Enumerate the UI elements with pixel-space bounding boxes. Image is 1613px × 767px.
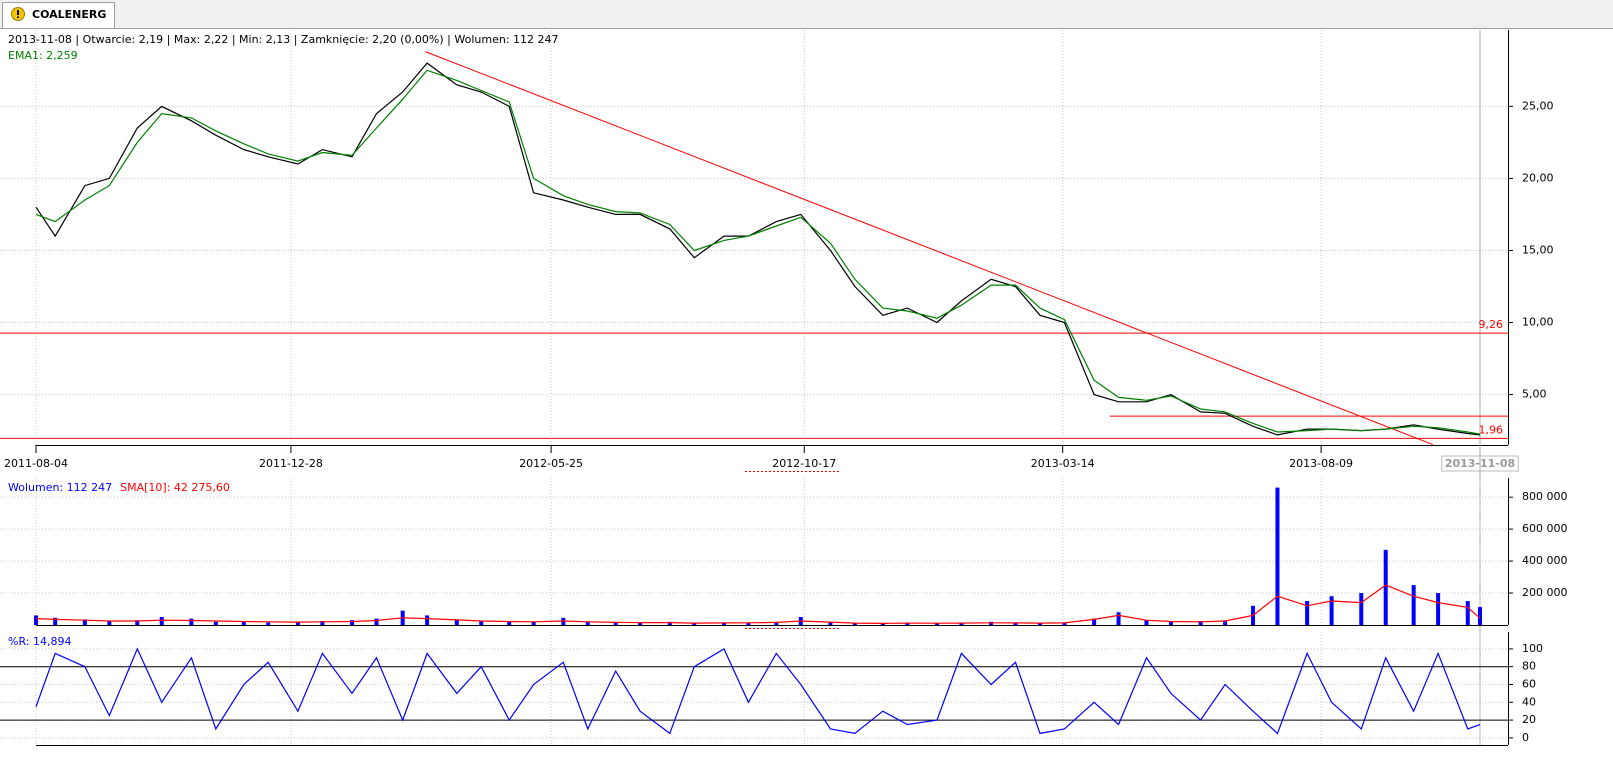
level-label: 1,96 — [1479, 423, 1504, 436]
y-tick-label: 100 — [1522, 642, 1543, 655]
volume-bar — [425, 615, 430, 625]
volume-bar — [189, 618, 194, 625]
y-tick-label: 15,00 — [1522, 243, 1554, 256]
y-tick-label: 25,00 — [1522, 99, 1554, 112]
volume-bar — [774, 621, 779, 625]
y-tick-label: 5,00 — [1522, 388, 1547, 401]
volume-bar — [959, 622, 964, 625]
y-tick-label: 80 — [1522, 660, 1536, 673]
volume-bar — [585, 621, 590, 625]
volume-bar — [213, 621, 218, 625]
volume-bar — [53, 617, 58, 625]
x-tick-label: 2011-08-04 — [4, 457, 68, 470]
y-tick-label: 800 000 — [1522, 490, 1568, 503]
volume-bar — [1168, 621, 1173, 625]
y-tick-label: 400 000 — [1522, 554, 1568, 567]
volume-bar — [295, 621, 300, 625]
volume-bar — [1305, 601, 1310, 625]
volume-bar — [613, 622, 618, 625]
volume-bar — [479, 621, 484, 625]
volume-bar — [880, 623, 885, 625]
volume-bar — [1436, 593, 1441, 625]
volume-bar — [667, 621, 672, 625]
volume-bar — [1359, 593, 1364, 625]
volume-bar — [989, 621, 994, 625]
volume-bar — [721, 622, 726, 625]
volume-bar — [507, 621, 512, 625]
volume-bar — [454, 619, 459, 625]
volume-bar — [905, 622, 910, 625]
x-tick-label: 2012-10-17 — [772, 457, 836, 470]
y-tick-label: 0 — [1522, 731, 1529, 744]
volume-bar — [638, 622, 643, 625]
volume-bar — [531, 621, 536, 625]
volume-bar — [1383, 549, 1388, 625]
volume-bar — [107, 621, 112, 625]
volume-bar — [241, 621, 246, 625]
volume-bar — [1411, 585, 1416, 625]
volume-bar — [1013, 622, 1018, 625]
volume-bar — [1223, 620, 1228, 625]
x-tick-label: 2013-03-14 — [1031, 457, 1095, 470]
volume-bar — [1198, 621, 1203, 625]
volume-bar — [34, 615, 38, 625]
volume-bar — [1275, 487, 1280, 625]
trend-line — [425, 51, 1434, 446]
y-tick-label: 200 000 — [1522, 586, 1568, 599]
volume-bar — [82, 619, 87, 625]
volume-bar — [828, 622, 833, 625]
legend-entry: EMA1: 2,259 — [8, 49, 78, 62]
y-tick-label: 20,00 — [1522, 171, 1554, 184]
x-tick-label: 2013-08-09 — [1289, 457, 1353, 470]
volume-bar — [320, 621, 325, 625]
x-tick-label: 2012-05-25 — [519, 457, 583, 470]
volume-bar — [1092, 618, 1097, 625]
tab[interactable] — [2, 2, 115, 29]
series-line — [35, 69, 1481, 435]
y-tick-label: 10,00 — [1522, 316, 1554, 329]
volume-bar — [852, 623, 857, 625]
y-tick-label: 600 000 — [1522, 522, 1568, 535]
volume-bar — [746, 622, 751, 625]
volume-bar — [159, 617, 164, 625]
y-tick-label: 60 — [1522, 677, 1536, 690]
volume-bar — [374, 618, 379, 625]
tab-title[interactable]: COALENERG — [32, 8, 106, 21]
legend-entry: SMA[10]: 42 275,60 — [120, 481, 230, 494]
chart-info: 2013-11-08 | Otwarcie: 2,19 | Max: 2,22 … — [8, 33, 559, 46]
volume-bar — [1116, 612, 1121, 625]
y-tick-label: 40 — [1522, 695, 1536, 708]
volume-bar — [1037, 623, 1042, 625]
legend-entry: %R: 14,894 — [8, 635, 71, 648]
volume-bar — [350, 620, 355, 625]
volume-bar — [1144, 620, 1149, 625]
tab-bar — [0, 0, 1613, 29]
series-line — [35, 647, 1481, 735]
volume-bar — [266, 622, 271, 625]
legend-entry: Wolumen: 112 247 — [8, 481, 112, 494]
volume-bar — [1329, 596, 1334, 625]
volume-bar — [1478, 607, 1482, 625]
volume-bar — [135, 620, 140, 625]
series-line — [35, 62, 1481, 436]
level-label: 9,26 — [1479, 318, 1504, 331]
volume-bar — [1062, 622, 1067, 625]
volume-bar — [692, 623, 697, 625]
x-tick-label: 2011-12-28 — [259, 457, 323, 470]
volume-bar — [934, 623, 939, 625]
series-line — [35, 584, 1481, 625]
volume-bar — [1465, 601, 1470, 625]
y-tick-label: 20 — [1522, 713, 1536, 726]
